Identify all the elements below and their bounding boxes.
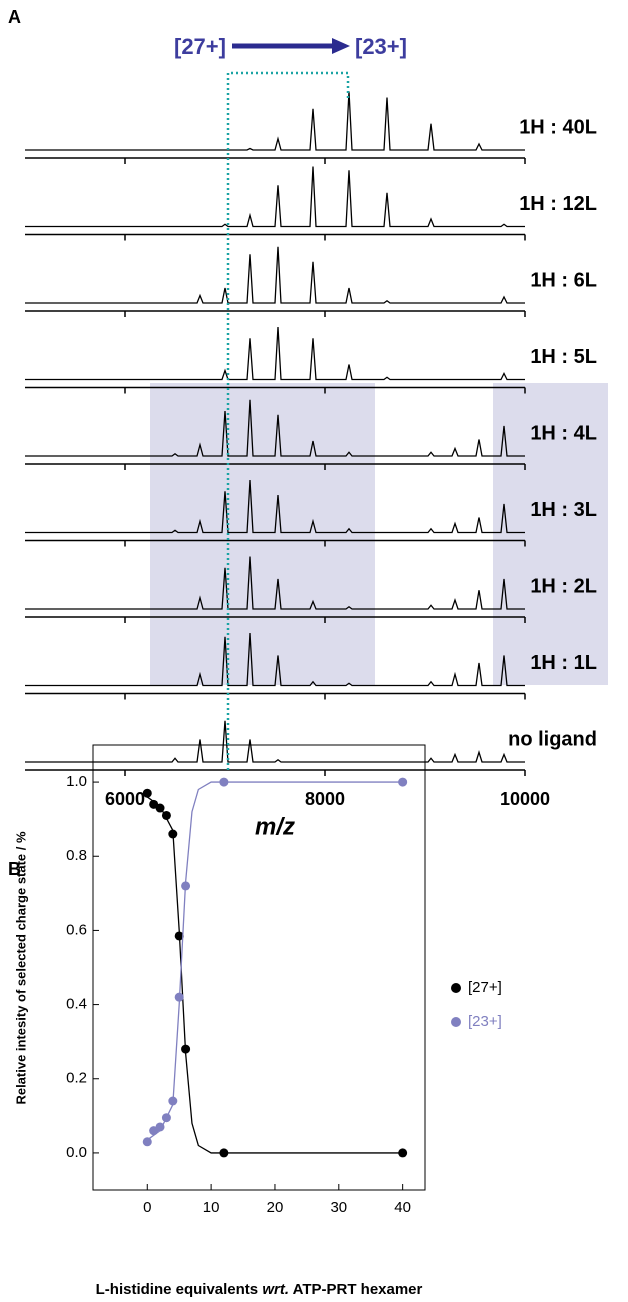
spectrum bbox=[25, 399, 525, 457]
highlight-region bbox=[150, 383, 375, 685]
row-label: 1H : 40L bbox=[519, 116, 597, 138]
dotted-guide bbox=[226, 71, 350, 770]
y-axis-title: Relative intesity of selected charge sta… bbox=[13, 831, 28, 1105]
spectrum bbox=[25, 246, 525, 304]
y-tick-label: 0.4 bbox=[66, 996, 87, 1013]
data-point bbox=[181, 1044, 191, 1054]
y-tick-label: 0.0 bbox=[66, 1144, 87, 1161]
x-axis-title: m/z bbox=[255, 813, 295, 840]
row-label: no ligand bbox=[508, 728, 597, 750]
data-point bbox=[155, 803, 165, 813]
panel-b: 0 10 20 30 40 0.0 0.2 0.4 0.6 0.8 1.0 [27+] [23+] Rel… bbox=[13, 744, 502, 1298]
data-point bbox=[161, 1113, 171, 1123]
data-point bbox=[142, 1137, 152, 1147]
data-point bbox=[181, 881, 191, 891]
x-tick-label: 6000 bbox=[105, 789, 145, 809]
data-point bbox=[161, 810, 171, 820]
data-point bbox=[168, 829, 178, 839]
spectrum bbox=[25, 479, 525, 534]
legend-label: [23+] bbox=[468, 1013, 502, 1030]
x-tick-label: 40 bbox=[394, 1199, 411, 1216]
legend-marker bbox=[451, 983, 461, 993]
guide-lines bbox=[226, 71, 350, 770]
y-tick-label: 0.6 bbox=[66, 921, 87, 938]
row-label: 1H : 2L bbox=[530, 575, 597, 597]
panel-a: 1H : 40L 1H : 12L 1H : 6L 1H : 5L 1H : 4L 1H … bbox=[25, 91, 597, 840]
annotation: [23+] bbox=[355, 34, 407, 59]
annotation: [27+] bbox=[174, 34, 226, 59]
arrow-head bbox=[332, 38, 350, 54]
x-tick-label: 30 bbox=[330, 1199, 347, 1216]
data-point bbox=[398, 777, 408, 787]
data-point bbox=[398, 1148, 408, 1158]
row-label: 1H : 6L bbox=[530, 269, 597, 291]
data-point bbox=[174, 931, 184, 941]
x-axis-title-part: ATP-PRT hexamer bbox=[289, 1281, 423, 1298]
x-tick-label: 8000 bbox=[305, 789, 345, 809]
panel-label: A bbox=[8, 7, 21, 27]
legend-label: [27+] bbox=[468, 979, 502, 996]
plot-frame bbox=[92, 744, 426, 1191]
fit-curve bbox=[146, 796, 403, 1154]
data-point bbox=[168, 1096, 178, 1106]
x-tick-label: 10 bbox=[203, 1199, 220, 1216]
y-tick-label: 0.8 bbox=[66, 847, 87, 864]
highlight-region bbox=[493, 383, 608, 685]
data-point bbox=[155, 1122, 165, 1132]
spectrum bbox=[25, 326, 525, 381]
row-label: 1H : 4L bbox=[530, 422, 597, 444]
y-tick-label: 1.0 bbox=[66, 773, 87, 790]
y-tick-label: 0.2 bbox=[66, 1070, 87, 1087]
legend-marker bbox=[451, 1017, 461, 1027]
spectrum bbox=[25, 166, 525, 228]
spectrum bbox=[25, 632, 525, 687]
data-point bbox=[219, 777, 229, 787]
x-tick-label: 20 bbox=[267, 1199, 284, 1216]
x-axis-title-part: L-histidine equivalents bbox=[96, 1281, 263, 1298]
data-point bbox=[142, 788, 152, 798]
spectrum bbox=[25, 720, 525, 763]
data-point bbox=[219, 1148, 229, 1158]
panel-label: B bbox=[8, 859, 21, 879]
x-tick-label: 10000 bbox=[500, 789, 550, 809]
row-label: 1H : 3L bbox=[530, 499, 597, 521]
x-axis-title-part: wrt. bbox=[262, 1281, 289, 1298]
row-label: 1H : 12L bbox=[519, 193, 597, 215]
data-point bbox=[174, 992, 184, 1002]
row-label: 1H : 5L bbox=[530, 346, 597, 368]
spectrum bbox=[25, 556, 525, 610]
x-axis-title: L-histidine equivalents wrt. ATP-PRT hex… bbox=[96, 1281, 423, 1298]
x-tick-label: 0 bbox=[143, 1199, 151, 1216]
row-label: 1H : 1L bbox=[530, 652, 597, 674]
spectrum bbox=[25, 91, 525, 151]
fit-curve bbox=[146, 781, 403, 1141]
